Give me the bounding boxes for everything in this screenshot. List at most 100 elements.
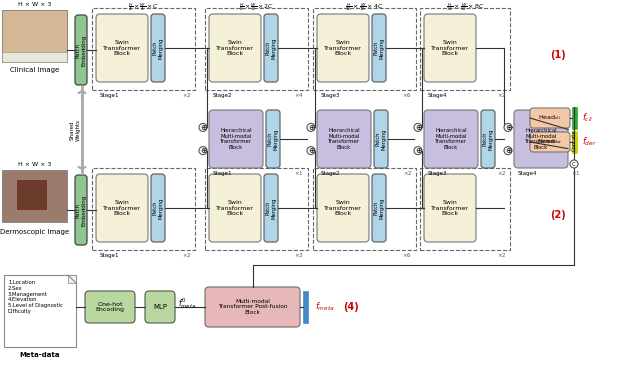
Text: Stage4: Stage4 [428,93,447,98]
FancyBboxPatch shape [374,110,388,168]
FancyBboxPatch shape [205,287,300,327]
Text: Patch
Merging: Patch Merging [266,197,276,219]
Text: Meta-data: Meta-data [20,352,60,358]
FancyBboxPatch shape [317,14,369,82]
Text: Multi-modal
Transformer Post-fusion
Block: Multi-modal Transformer Post-fusion Bloc… [218,299,287,315]
Circle shape [199,147,207,155]
Text: 1.Location
2.Sex
3.Management
4.Elevation
5.Level of Diagnostic
Difficulty: 1.Location 2.Sex 3.Management 4.Elevatio… [8,280,63,314]
Bar [420,8,510,90]
Text: Hierarchical
Multi-modal
Transformer
Block: Hierarchical Multi-modal Transformer Blo… [220,128,252,150]
Bar [2,170,67,222]
Text: Swin
Transformer
Block: Swin Transformer Block [324,40,362,56]
Text: (2): (2) [550,210,566,220]
FancyBboxPatch shape [209,110,263,168]
FancyBboxPatch shape [264,174,278,242]
Bar [17,180,47,210]
Text: Stage1: Stage1 [100,93,120,98]
Text: Concate: Concate [572,129,577,151]
Circle shape [414,147,422,155]
Bar [2,52,67,62]
Text: Swin
Transformer
Block: Swin Transformer Block [324,200,362,216]
Text: Hierarchical
Multi-modal
Transformer
Block: Hierarchical Multi-modal Transformer Blo… [328,128,360,150]
Circle shape [307,123,315,131]
Text: Swin
Transformer
Block: Swin Transformer Block [216,200,254,216]
Bar [572,107,577,129]
FancyBboxPatch shape [481,110,495,168]
Bar [205,8,308,90]
Text: $\times1$: $\times1$ [572,169,581,177]
Bar [4,275,76,347]
Text: Patch
Merging: Patch Merging [374,197,385,219]
Text: Swin
Transformer
Block: Swin Transformer Block [216,40,254,56]
Text: $\times6$: $\times6$ [403,251,412,259]
Circle shape [504,147,512,155]
Text: $\times3$: $\times3$ [294,251,304,259]
FancyBboxPatch shape [75,15,87,85]
Text: Patch
Embedding: Patch Embedding [76,35,86,66]
Text: $f_{meta}$: $f_{meta}$ [315,301,335,313]
FancyBboxPatch shape [264,14,278,82]
Text: Patch
Merging: Patch Merging [152,197,163,219]
Bar [92,168,195,250]
Text: Stage2: Stage2 [321,170,340,175]
Bar [572,131,577,153]
Text: ⊕: ⊕ [308,146,314,155]
FancyBboxPatch shape [209,174,261,242]
Text: $f_{der}$: $f_{der}$ [582,136,597,148]
Text: MLP: MLP [153,304,167,310]
FancyBboxPatch shape [372,14,386,82]
Circle shape [504,123,512,131]
Text: $\frac{H}{4}\times\frac{W}{4}\times C$: $\frac{H}{4}\times\frac{W}{4}\times C$ [128,1,159,13]
Text: H × W × 3: H × W × 3 [18,2,51,7]
FancyBboxPatch shape [424,174,476,242]
Text: $\times2$: $\times2$ [497,169,506,177]
Text: Stage2: Stage2 [213,93,232,98]
Text: Patch
Merging: Patch Merging [268,128,278,150]
Text: ⊕: ⊕ [308,123,314,132]
Text: $\frac{H}{16}\times\frac{W}{16}\times 4C$: $\frac{H}{16}\times\frac{W}{16}\times 4C… [346,1,384,13]
FancyBboxPatch shape [372,174,386,242]
Text: $\frac{H}{8}\times\frac{W}{8}\times 2C$: $\frac{H}{8}\times\frac{W}{8}\times 2C$ [239,1,274,13]
FancyBboxPatch shape [151,174,165,242]
Text: Swin
Transformer
Block: Swin Transformer Block [431,40,469,56]
Bar [313,168,416,250]
FancyBboxPatch shape [96,174,148,242]
Bar [313,8,416,90]
Text: One-hot
Encoding: One-hot Encoding [95,301,125,313]
Text: $\times2$: $\times2$ [182,91,191,99]
Bar [68,275,76,283]
Text: ⊕: ⊕ [505,123,511,132]
Text: Patch
Merging: Patch Merging [152,37,163,59]
FancyBboxPatch shape [85,291,135,323]
Text: Stage3: Stage3 [321,93,340,98]
Text: $\times6$: $\times6$ [403,91,412,99]
Text: Stage4: Stage4 [518,170,538,175]
Bar [420,168,510,250]
Text: Swin
Transformer
Block: Swin Transformer Block [431,200,469,216]
Text: C: C [572,162,576,167]
FancyBboxPatch shape [209,14,261,82]
Text: Patch
Embedding: Patch Embedding [76,194,86,226]
FancyBboxPatch shape [514,110,568,168]
Text: ⊕: ⊕ [200,123,206,132]
Text: Clinical Image: Clinical Image [10,67,59,73]
Text: ⊕: ⊕ [505,146,511,155]
Text: Patch
Merging: Patch Merging [266,37,276,59]
Text: Stage1: Stage1 [100,253,120,258]
Text: Head$_{der}$: Head$_{der}$ [537,137,563,146]
Circle shape [199,123,207,131]
Text: Swin
Transformer
Block: Swin Transformer Block [103,40,141,56]
Circle shape [570,160,578,168]
FancyBboxPatch shape [530,132,570,152]
Text: Head$_{cli}$: Head$_{cli}$ [538,114,562,122]
FancyBboxPatch shape [145,291,175,323]
FancyBboxPatch shape [424,14,476,82]
Text: Patch
Merging: Patch Merging [376,128,387,150]
Text: $\times4$: $\times4$ [294,91,304,99]
Text: ⊕: ⊕ [200,146,206,155]
Text: Swin
Transformer
Block: Swin Transformer Block [103,200,141,216]
Text: (4): (4) [343,302,359,312]
Text: $\times2$: $\times2$ [497,251,506,259]
Circle shape [307,147,315,155]
Bar [92,8,195,90]
